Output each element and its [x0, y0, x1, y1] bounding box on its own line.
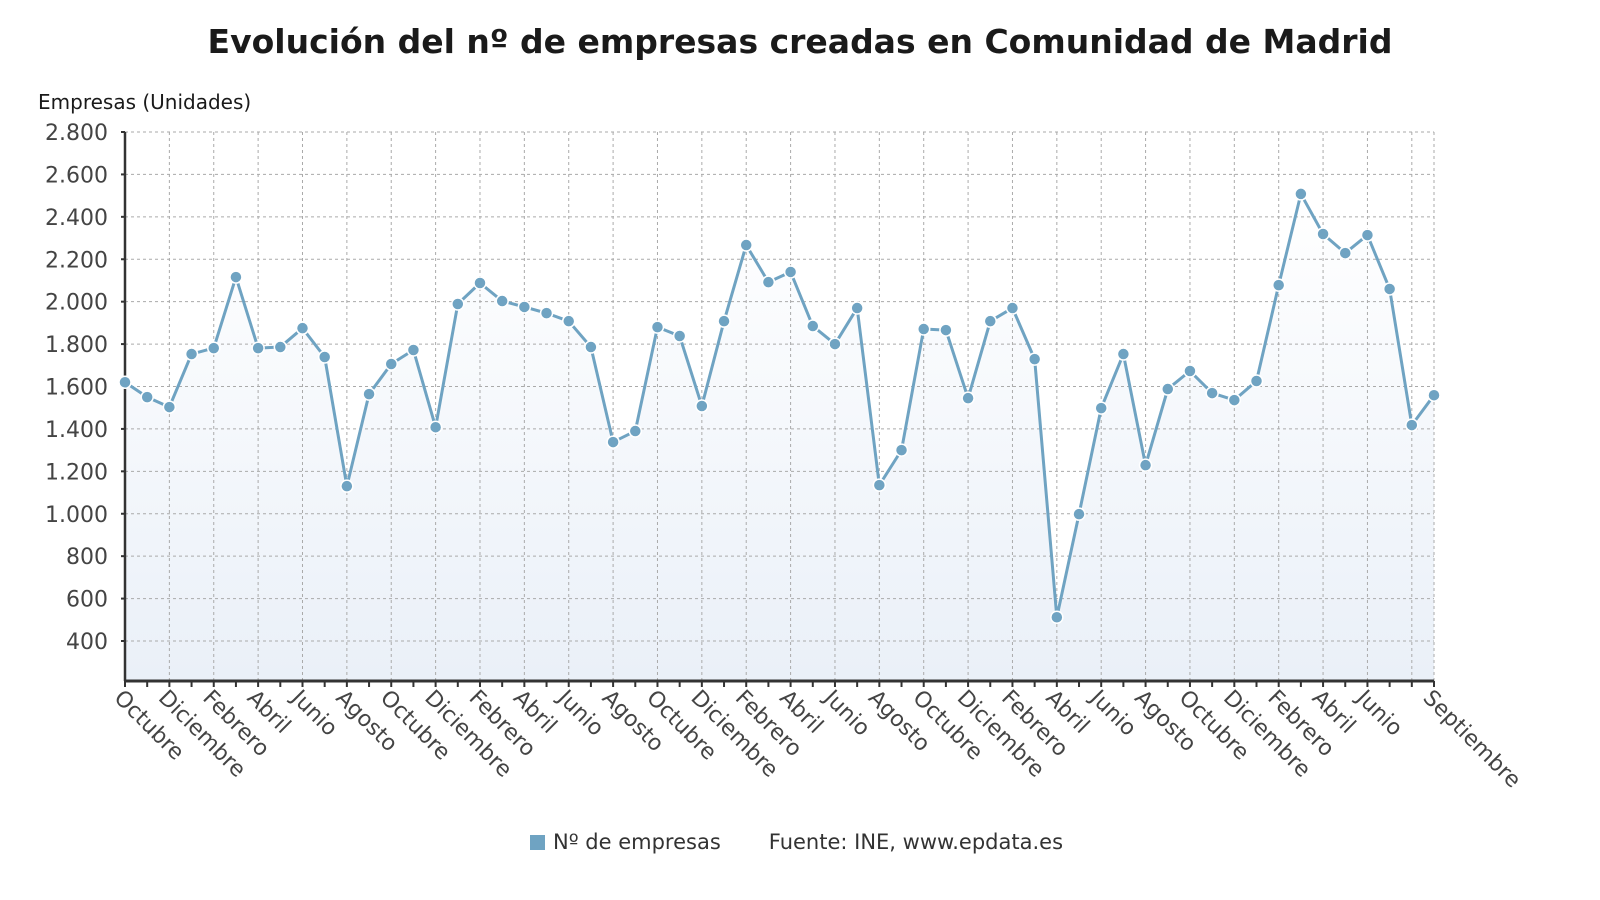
data-point: [850, 301, 864, 315]
data-point: [229, 270, 243, 284]
data-point: [1183, 364, 1197, 378]
data-point: [1294, 187, 1308, 201]
data-point: [783, 265, 798, 279]
data-point: [251, 341, 265, 355]
data-point: [340, 479, 354, 493]
y-tick-label: 1.000: [45, 503, 108, 528]
data-point: [118, 375, 132, 390]
data-point: [451, 297, 465, 311]
legend: Nº de empresas Fuente: INE, www.epdata.e…: [530, 830, 1063, 854]
data-point: [1249, 374, 1264, 388]
data-point: [1072, 507, 1086, 521]
y-axis-label: Empresas (Unidades): [38, 90, 252, 114]
data-point: [916, 322, 931, 336]
data-point: [1338, 246, 1353, 260]
data-point: [872, 478, 887, 492]
data-point: [362, 387, 376, 401]
source-note: Fuente: INE, www.epdata.es: [768, 830, 1064, 854]
data-point: [695, 399, 709, 413]
data-point: [1138, 458, 1153, 472]
area-fill: [125, 193, 1434, 681]
legend-swatch: [530, 834, 545, 850]
data-point: [939, 323, 953, 337]
data-point: [806, 319, 820, 333]
data-point: [1227, 393, 1242, 407]
data-point: [961, 391, 975, 405]
data-point: [739, 238, 753, 252]
data-point: [1027, 352, 1042, 366]
y-tick-label: 1.400: [45, 418, 108, 443]
x-tick-label: Junio: [1084, 684, 1141, 741]
data-point: [650, 320, 665, 334]
data-point: [1161, 382, 1175, 396]
data-point: [1094, 401, 1108, 415]
x-tick-label: Junio: [551, 684, 608, 741]
data-point: [983, 314, 998, 328]
data-point: [206, 341, 221, 355]
x-tick-label: Junio: [1350, 684, 1407, 741]
data-point: [584, 340, 598, 354]
y-tick-label: 2.800: [45, 121, 108, 146]
data-point: [1005, 301, 1020, 315]
data-point: [1360, 228, 1375, 242]
y-tick-label: 1.200: [45, 460, 108, 485]
y-tick-label: 2.000: [45, 291, 108, 316]
data-point: [295, 321, 310, 335]
data-point: [428, 420, 443, 434]
y-tick-label: 400: [66, 630, 108, 655]
data-point: [1405, 418, 1419, 432]
data-point: [828, 337, 842, 351]
data-point: [1205, 386, 1219, 400]
data-point: [473, 276, 487, 290]
data-point: [561, 314, 576, 328]
data-point: [162, 400, 177, 414]
data-point: [1316, 227, 1330, 241]
data-point: [761, 275, 776, 289]
y-tick-label: 800: [66, 545, 108, 570]
x-tick-label: Septiembre: [1418, 686, 1526, 794]
data-point: [495, 294, 509, 308]
data-point: [1116, 347, 1131, 361]
data-point: [140, 390, 154, 404]
data-point: [606, 435, 620, 449]
data-point: [628, 424, 643, 438]
y-tick-label: 2.200: [45, 248, 108, 273]
data-point: [1271, 278, 1286, 292]
x-tick-label: Junio: [817, 684, 874, 741]
chart-title: Evolución del nº de empresas creadas en …: [207, 22, 1393, 61]
data-point: [317, 350, 332, 364]
y-tick-label: 1.800: [45, 333, 108, 358]
data-point: [1382, 282, 1397, 296]
data-point: [406, 343, 421, 357]
data-point: [273, 340, 288, 354]
data-point: [184, 347, 199, 361]
data-point: [517, 300, 532, 314]
data-point: [1050, 610, 1064, 624]
data-point: [717, 314, 731, 328]
data-point: [384, 357, 398, 371]
data-point: [672, 329, 687, 343]
y-tick-label: 600: [66, 588, 108, 613]
x-tick-label: Junio: [285, 684, 342, 741]
data-point: [1427, 388, 1441, 402]
y-tick-label: 1.600: [45, 376, 108, 401]
y-tick-label: 2.400: [45, 206, 108, 231]
data-point: [894, 443, 909, 457]
data-point: [539, 306, 554, 320]
y-tick-label: 2.600: [45, 163, 108, 188]
legend-label: Nº de empresas: [553, 830, 721, 854]
